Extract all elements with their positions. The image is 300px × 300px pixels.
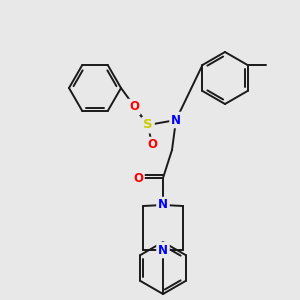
- Text: O: O: [129, 100, 139, 113]
- Text: O: O: [133, 172, 143, 184]
- Text: N: N: [158, 244, 168, 256]
- Text: N: N: [171, 113, 181, 127]
- Text: N: N: [158, 199, 168, 212]
- Text: S: S: [143, 118, 153, 131]
- Text: O: O: [147, 139, 157, 152]
